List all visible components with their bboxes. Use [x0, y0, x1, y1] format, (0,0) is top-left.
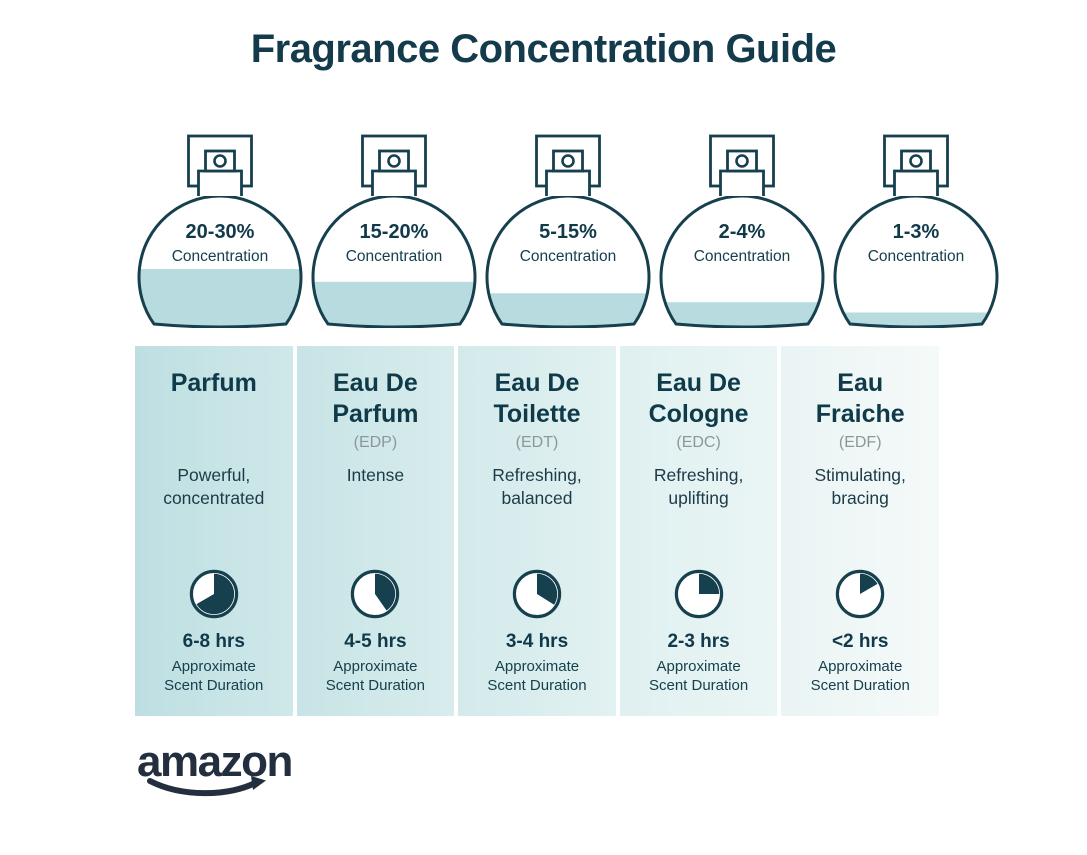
bottle-cell: 20-30% Concentration: [135, 128, 305, 328]
category-description: Stimulating, bracing: [814, 465, 906, 508]
clock-icon: [620, 568, 778, 620]
amazon-logo-text: amazon: [137, 737, 293, 786]
scent-duration-note: Approximate Scent Duration: [325, 658, 425, 694]
clock-icon: [674, 569, 723, 619]
bottle-outline: [485, 194, 651, 328]
concentration-label: Concentration: [172, 248, 269, 265]
category-description: Refreshing, balanced: [492, 465, 582, 508]
clock-icon: [781, 568, 939, 620]
clock-icon: [351, 569, 400, 619]
nozzle-hole-icon: [213, 154, 227, 168]
scent-duration-value: <2 hrs: [831, 631, 889, 652]
clock-icon: [835, 569, 885, 619]
perfume-bottle: 5-15% Concentration: [485, 134, 651, 328]
bottle-cell: 5-15% Concentration: [483, 128, 653, 328]
liquid-fill: [660, 302, 823, 327]
page-title: Fragrance Concentration Guide: [250, 27, 837, 71]
scent-duration-value: 6-8 hrs: [182, 631, 245, 652]
category-name: Eau De Cologne: [648, 369, 749, 428]
liquid-fill: [486, 293, 649, 327]
clock-icon: [458, 568, 616, 620]
category-description: Powerful, concentrated: [163, 465, 265, 508]
liquid-fill: [312, 281, 475, 327]
concentration-percent: 1-3%: [893, 221, 940, 243]
sprayer-nozzle: [552, 149, 584, 173]
amazon-logo: amazon: [137, 740, 297, 800]
scent-duration-value: 2-3 hrs: [667, 631, 730, 652]
scent-duration-note: Approximate Scent Duration: [164, 658, 264, 694]
category-column: Eau De Parfum (EDP) Intense 4-5 hrs Appr…: [296, 346, 455, 716]
category-description: Intense: [346, 465, 405, 485]
category-abbreviation: (EDC): [676, 434, 721, 451]
category-name: Eau Fraiche: [815, 369, 905, 428]
sprayer-nozzle: [204, 149, 236, 173]
perfume-bottle: 1-3% Concentration: [833, 134, 999, 328]
concentration-percent: 2-4%: [719, 221, 766, 243]
bottle-body: [835, 196, 997, 327]
concentration-label: Concentration: [868, 248, 965, 265]
bottle-outline: [659, 194, 825, 328]
nozzle-hole-icon: [735, 154, 749, 168]
sprayer-nozzle: [726, 149, 758, 173]
sprayer-neck: [893, 169, 939, 196]
bottle-cell: 15-20% Concentration: [309, 128, 479, 328]
scent-duration-value: 4-5 hrs: [344, 631, 407, 652]
nozzle-hole-icon: [387, 154, 401, 168]
sprayer-neck: [545, 169, 591, 196]
concentration-percent: 15-20%: [360, 221, 429, 243]
clock-icon: [135, 568, 293, 620]
concentration-percent: 20-30%: [186, 221, 255, 243]
columns-row: Parfum Powerful, concentrated 6-8 hrs Ap…: [135, 346, 939, 716]
category-abbreviation: (EDP): [353, 434, 398, 451]
sprayer-neck: [719, 169, 765, 196]
category-column: Eau Fraiche (EDF) Stimulating, bracing <…: [781, 346, 939, 716]
sprayer-nozzle: [900, 149, 932, 173]
category-column: Eau De Cologne (EDC) Refreshing, uplifti…: [619, 346, 778, 716]
category-description: Refreshing, uplifting: [653, 465, 744, 508]
amazon-smile-icon: [147, 776, 266, 797]
clock-icon: [297, 568, 455, 620]
bottle-cell: 1-3% Concentration: [831, 128, 1001, 328]
sprayer-neck: [371, 169, 417, 196]
bottle-outline: [833, 194, 999, 328]
bottle-outline: [137, 194, 303, 328]
sprayer-neck: [197, 169, 243, 196]
nozzle-hole-icon: [561, 154, 575, 168]
bottle-body: [661, 196, 823, 327]
bottle-outline: [311, 194, 477, 328]
perfume-bottle: 20-30% Concentration: [137, 134, 303, 328]
sprayer-nozzle: [378, 149, 410, 173]
nozzle-hole-icon: [909, 154, 923, 168]
category-name: Eau De Parfum: [332, 369, 419, 428]
liquid-fill: [834, 312, 997, 327]
perfume-bottle: 15-20% Concentration: [311, 134, 477, 328]
concentration-percent: 5-15%: [539, 221, 597, 243]
category-name: Parfum: [170, 369, 257, 397]
liquid-fill: [138, 269, 301, 327]
concentration-label: Concentration: [346, 248, 443, 265]
bottle-cell: 2-4% Concentration: [657, 128, 827, 328]
scent-duration-value: 3-4 hrs: [505, 631, 569, 652]
category-column: Parfum Powerful, concentrated 6-8 hrs Ap…: [135, 346, 293, 716]
scent-duration-note: Approximate Scent Duration: [810, 658, 910, 694]
category-abbreviation: [135, 430, 293, 456]
perfume-bottle: 2-4% Concentration: [659, 134, 825, 328]
category-column: Eau De Toilette (EDT) Refreshing, balanc…: [458, 346, 616, 716]
clock-icon: [189, 569, 238, 619]
scent-duration-note: Approximate Scent Duration: [487, 658, 587, 694]
scent-duration-note: Approximate Scent Duration: [648, 658, 749, 694]
category-name: Eau De Toilette: [493, 369, 581, 428]
category-abbreviation: (EDF): [838, 434, 882, 451]
concentration-label: Concentration: [520, 248, 617, 265]
category-abbreviation: (EDT): [515, 434, 559, 451]
concentration-label: Concentration: [694, 248, 791, 265]
bottles-row: 20-30% Concentration 15-20% Concentration 5-…: [135, 128, 999, 328]
clock-icon: [512, 569, 562, 619]
